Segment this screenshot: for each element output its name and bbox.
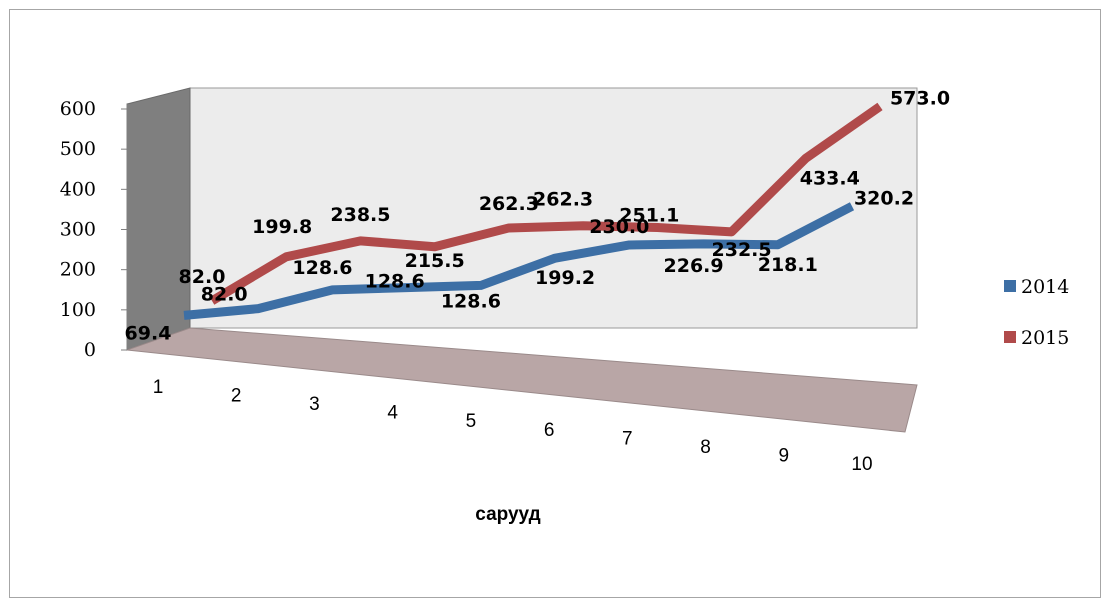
y-tick-label: 500: [60, 138, 96, 160]
y-tick-label: 200: [60, 259, 96, 281]
x-tick-label: 1: [153, 377, 164, 398]
data-label-2014: 128.6: [441, 290, 501, 312]
x-tick-label: 7: [622, 428, 633, 449]
legend-swatch-2014: [1004, 280, 1016, 292]
x-axis-ticks: 1 2 3 4 5 6 7 8 9 10: [153, 377, 873, 475]
legend-swatch-2015: [1004, 331, 1016, 343]
data-label-2014: 320.2: [854, 187, 914, 209]
y-tick-label: 0: [84, 339, 96, 361]
x-tick-label: 9: [778, 445, 789, 466]
data-label-2015: 238.5: [330, 204, 390, 226]
data-label-2014: 218.1: [758, 254, 818, 276]
data-label-2015: 215.5: [405, 250, 465, 272]
y-tick-label: 100: [60, 299, 96, 321]
x-tick-label: 2: [231, 386, 242, 407]
data-label-2015: 251.1: [619, 204, 679, 226]
data-label-2014: 69.4: [125, 322, 172, 344]
x-tick-label: 4: [387, 403, 398, 424]
legend: 2014 2015: [1004, 276, 1069, 349]
data-label-2014: 226.9: [664, 255, 724, 277]
data-label-2015: 82.0: [179, 266, 226, 288]
y-tick-label: 400: [60, 178, 96, 200]
legend-label-2014: 2014: [1021, 276, 1069, 298]
data-label-2014: 128.6: [365, 271, 425, 293]
x-tick-label: 5: [466, 411, 477, 432]
series-2014: [183, 202, 855, 320]
data-label-2014: 128.6: [292, 257, 352, 279]
series-2015: [209, 102, 883, 305]
data-label-2015: 232.5: [712, 239, 772, 261]
data-label-2014: 82.0: [201, 284, 248, 306]
data-label-2015: 262.3: [479, 193, 539, 215]
data-label-2014: 199.2: [535, 267, 595, 289]
x-tick-label: 3: [309, 394, 320, 415]
data-label-2015: 199.8: [252, 216, 312, 238]
data-label-2015: 573.0: [890, 87, 950, 109]
y-tick-label: 300: [60, 219, 96, 241]
x-tick-label: 6: [544, 420, 555, 441]
data-labels: 69.4 82.0 128.6 128.6 128.6 199.2 230.0 226.9 21…: [125, 87, 951, 344]
y-axis-ticks: 0 100 200 300 400 500 600: [60, 98, 127, 361]
data-label-2014: 230.0: [589, 216, 649, 238]
legend-label-2015: 2015: [1021, 327, 1069, 349]
chart-side-wall: [126, 87, 191, 351]
x-tick-label: 8: [700, 437, 711, 458]
data-label-2015: 262.3: [533, 189, 593, 211]
data-label-2015: 433.4: [800, 167, 860, 189]
x-axis-title: сарууд: [475, 504, 540, 525]
y-tick-label: 600: [60, 98, 96, 120]
chart-floor: [126, 327, 918, 433]
series-line-2015: [209, 102, 883, 305]
series-line-2014: [183, 202, 855, 320]
x-tick-label: 10: [851, 454, 872, 475]
